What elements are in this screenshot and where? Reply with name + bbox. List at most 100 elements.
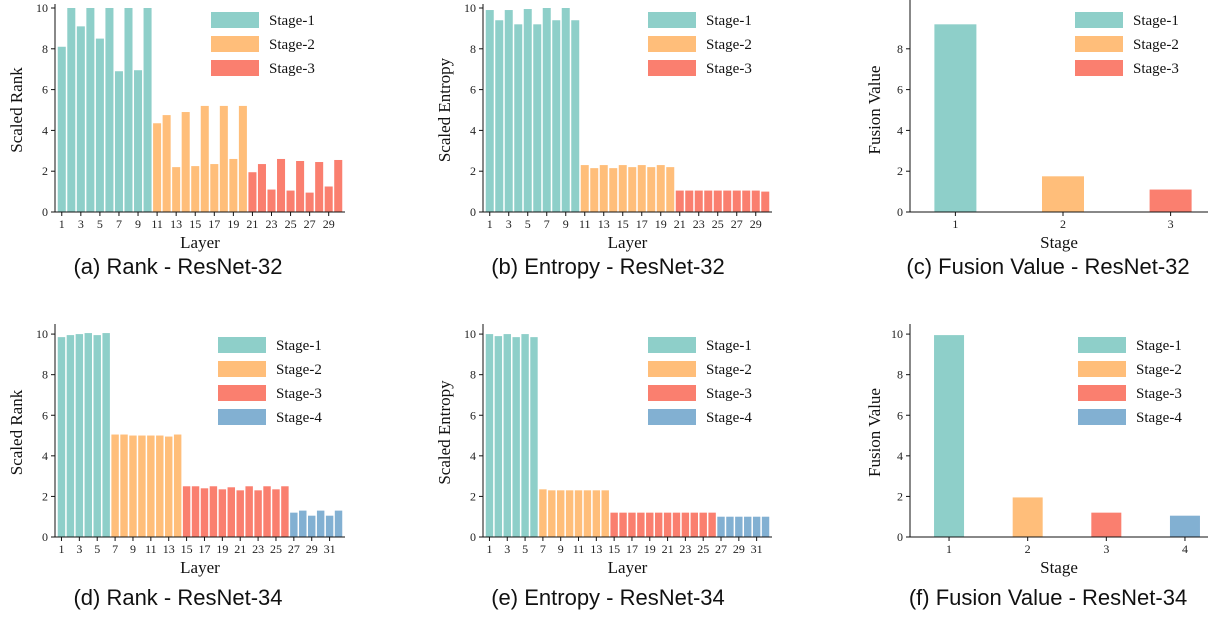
bar-b-stage-2-20	[666, 167, 675, 212]
legend-swatch-stage-2	[1075, 36, 1123, 52]
bar-e-stage-1-4	[512, 337, 520, 537]
bar-a-stage-2-13	[172, 167, 181, 212]
bar-e-stage-4-32	[761, 516, 770, 537]
legend-label: Stage-3	[706, 386, 752, 402]
y-tick-label: 2	[42, 164, 48, 178]
bar-f-stage-4-4	[1169, 515, 1200, 537]
bar-b-stage-1-9	[561, 8, 570, 212]
y-tick-label: 2	[897, 489, 903, 503]
bar-e-stage-3-24	[690, 512, 698, 537]
x-tick-label: 13	[170, 217, 182, 231]
bar-b-stage-2-17	[637, 165, 646, 212]
y-tick-label: 6	[897, 83, 903, 97]
x-tick-label: 23	[266, 217, 278, 231]
bar-d-stage-2-8	[120, 434, 128, 537]
bar-b-stage-1-2	[495, 20, 504, 212]
x-tick-label: 29	[306, 542, 318, 556]
x-tick-label: 7	[540, 542, 546, 556]
x-tick-label: 19	[227, 217, 239, 231]
bar-e-stage-3-26	[708, 512, 716, 537]
bar-b-stage-3-21	[675, 190, 684, 212]
legend-swatch-stage-4	[648, 409, 696, 425]
y-axis-label: Fusion Value	[865, 66, 884, 155]
legend-label: Stage-1	[276, 338, 322, 354]
x-axis-label: Layer	[608, 233, 648, 252]
x-axis-label: Stage	[1040, 233, 1078, 252]
bar-a-stage-3-27	[305, 192, 314, 212]
bar-a-stage-3-28	[315, 162, 324, 212]
bar-a-stage-2-17	[210, 164, 219, 212]
bar-d-stage-1-6	[102, 333, 110, 537]
bar-e-stage-3-25	[699, 512, 707, 537]
x-tick-label: 1	[946, 542, 952, 556]
bar-a-stage-2-16	[200, 105, 209, 212]
legend-swatch-stage-1	[1075, 12, 1123, 28]
bar-d-stage-1-5	[93, 335, 101, 537]
bar-d-stage-4-30	[316, 510, 325, 537]
x-tick-label: 11	[151, 217, 163, 231]
x-tick-label: 27	[731, 217, 743, 231]
bar-b-stage-2-15	[618, 165, 627, 212]
bar-d-stage-1-4	[84, 333, 92, 537]
bar-b-stage-1-7	[542, 8, 551, 212]
legend-label: Stage-4	[1136, 410, 1182, 426]
bar-a-stage-1-10	[143, 8, 152, 212]
bar-f-stage-2-2	[1012, 497, 1043, 537]
x-tick-label: 25	[697, 542, 709, 556]
bar-d-stage-3-22	[245, 486, 253, 537]
bar-d-stage-2-9	[129, 435, 137, 537]
bar-e-stage-2-14	[601, 490, 609, 537]
bar-d-stage-2-13	[165, 436, 173, 537]
bar-a-stage-3-25	[286, 190, 295, 212]
bar-b-stage-3-26	[723, 190, 732, 212]
bar-a-stage-1-5	[95, 38, 104, 212]
bar-e-stage-2-7	[539, 489, 547, 537]
x-tick-label: 17	[636, 217, 648, 231]
y-tick-label: 0	[470, 205, 476, 219]
y-tick-label: 8	[42, 368, 48, 382]
x-tick-label: 7	[116, 217, 122, 231]
y-tick-label: 8	[897, 368, 903, 382]
bar-a-stage-3-23	[267, 189, 276, 212]
legend-label: Stage-3	[269, 61, 315, 77]
bar-a-stage-1-7	[114, 71, 123, 213]
x-tick-label: 9	[135, 217, 141, 231]
legend-label: Stage-3	[706, 61, 752, 77]
bar-b-stage-2-12	[590, 168, 599, 212]
bar-e-stage-2-12	[583, 490, 592, 537]
panel-caption: (d) Rank - ResNet-34	[73, 585, 282, 610]
bar-d-stage-3-18	[209, 486, 218, 537]
legend-label: Stage-1	[706, 338, 752, 354]
bar-b-stage-1-8	[552, 20, 561, 212]
legend-swatch-stage-2	[648, 36, 696, 52]
bar-a-stage-2-20	[238, 105, 247, 212]
x-tick-label: 31	[751, 542, 763, 556]
x-axis-label: Layer	[180, 233, 220, 252]
bar-e-stage-3-22	[672, 512, 681, 537]
y-axis-label: Fusion Value	[865, 388, 884, 477]
bar-d-stage-3-25	[272, 489, 280, 537]
bar-b-stage-1-6	[533, 24, 542, 212]
legend-swatch-stage-1	[1078, 337, 1126, 353]
legend-label: Stage-2	[269, 37, 315, 53]
x-tick-label: 7	[544, 217, 550, 231]
bar-d-stage-2-11	[147, 435, 155, 537]
bar-d-stage-4-32	[334, 510, 343, 537]
bar-a-stage-2-19	[229, 158, 238, 212]
legend-label: Stage-1	[269, 13, 315, 29]
panel-caption: (f) Fusion Value - ResNet-34	[909, 585, 1187, 610]
x-tick-label: 21	[662, 542, 674, 556]
bar-b-stage-3-22	[685, 190, 694, 212]
bar-b-stage-2-14	[609, 168, 618, 212]
x-tick-label: 5	[94, 542, 100, 556]
legend-swatch-stage-1	[211, 12, 259, 28]
x-axis-label: Stage	[1040, 558, 1078, 577]
x-axis-label: Layer	[608, 558, 648, 577]
legend-label: Stage-4	[276, 410, 322, 426]
bar-b-stage-3-27	[732, 190, 741, 212]
x-tick-label: 13	[598, 217, 610, 231]
legend-swatch-stage-4	[218, 409, 266, 425]
x-tick-label: 27	[288, 542, 300, 556]
